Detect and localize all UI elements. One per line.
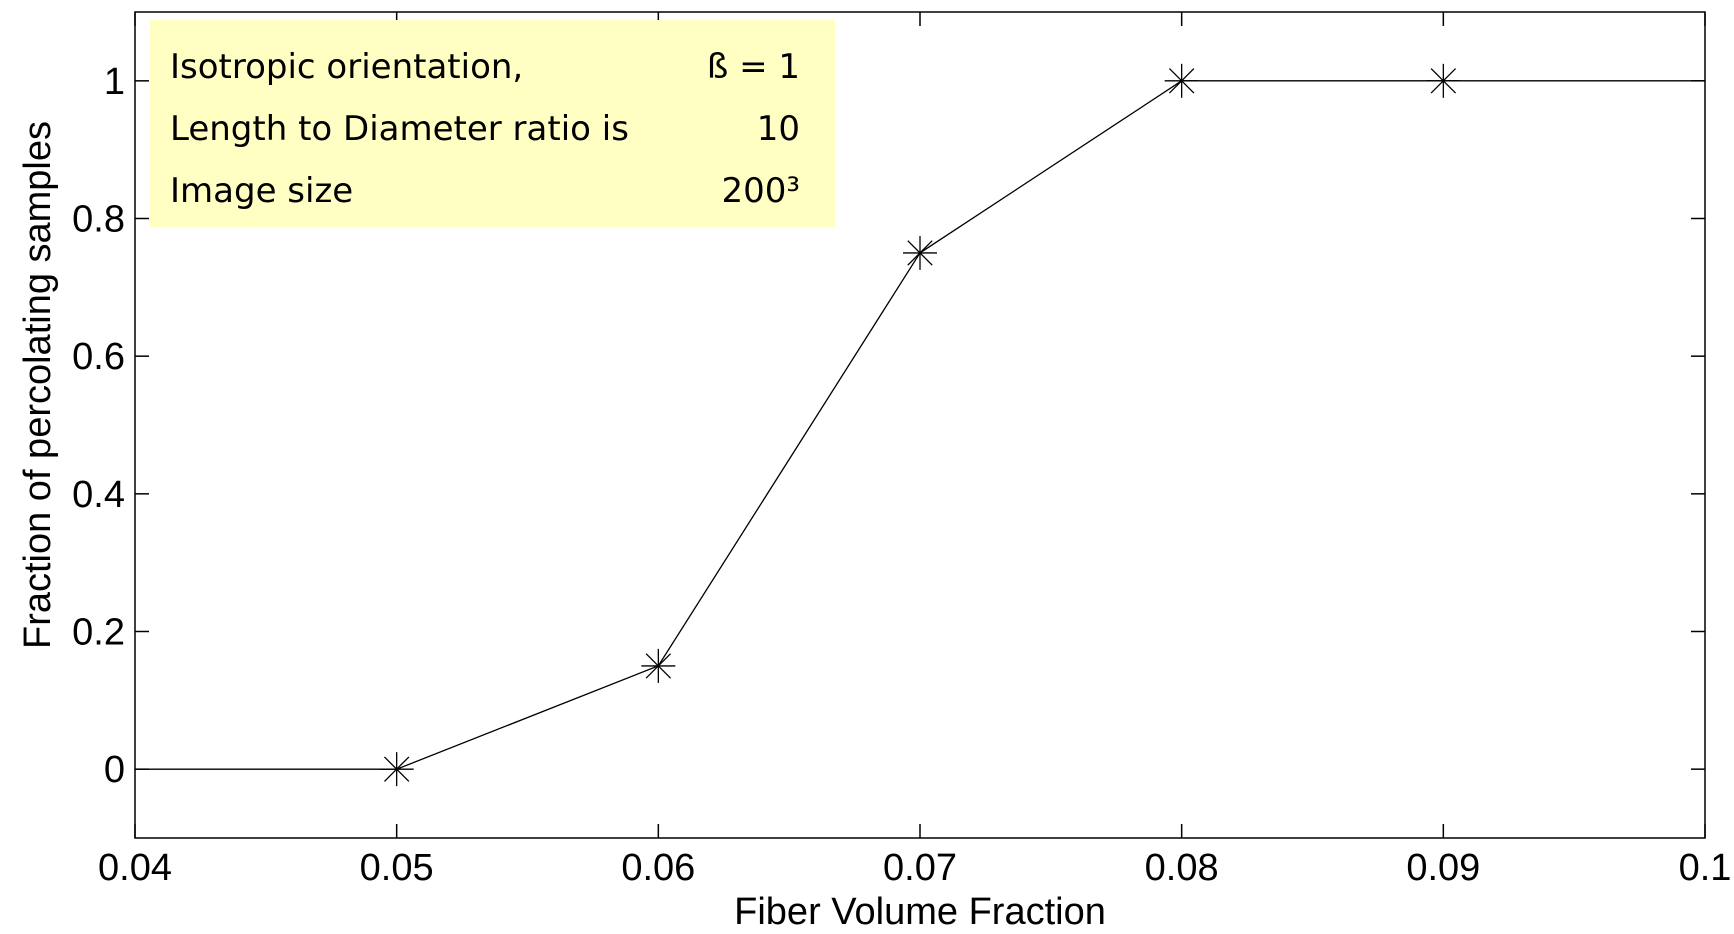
y-tick-label: 0.8 xyxy=(72,199,125,241)
x-tick-label: 0.1 xyxy=(1679,847,1732,889)
annotation-value-ratio: 10 xyxy=(757,109,800,149)
tick-labels: 0.04 0.05 0.06 0.07 0.08 0.09 0.1 0 0.2 0.4 0.6 0.8… xyxy=(72,61,1731,889)
y-axis-title: Fraction of percolating samples xyxy=(17,121,59,649)
data-point-marker xyxy=(1426,63,1461,98)
x-axis-title: Fiber Volume Fraction xyxy=(734,891,1106,929)
annotation-background xyxy=(150,20,835,227)
marker-stroke xyxy=(1430,68,1457,94)
x-tick-label: 0.08 xyxy=(1145,847,1219,889)
x-tick-label: 0.07 xyxy=(883,847,957,889)
y-tick-label: 0.2 xyxy=(72,612,125,654)
marker-stroke xyxy=(383,756,410,782)
x-tick-label: 0.09 xyxy=(1406,847,1480,889)
y-tick-label: 1 xyxy=(104,61,125,103)
data-point-marker xyxy=(903,235,937,270)
marker-stroke xyxy=(907,240,933,266)
annotation-value-image-size: 200³ xyxy=(721,171,800,211)
annotation-box: Isotropic orientation, ß = 1 Length to D… xyxy=(150,20,835,227)
x-tick-label: 0.04 xyxy=(98,847,172,889)
axis-ticks xyxy=(134,12,1706,838)
marker-stroke xyxy=(645,653,672,679)
x-tick-label: 0.06 xyxy=(621,847,695,889)
data-point-marker xyxy=(1164,63,1199,98)
annotation-label-ratio: Length to Diameter ratio is xyxy=(170,109,629,149)
y-tick-label: 0.4 xyxy=(72,474,125,516)
annotation-label-image-size: Image size xyxy=(170,171,353,211)
y-tick-label: 0.6 xyxy=(72,336,125,378)
annotation-label-orientation: Isotropic orientation, xyxy=(170,47,523,87)
data-point-marker xyxy=(379,752,414,787)
data-point-marker xyxy=(641,648,676,683)
y-tick-label: 0 xyxy=(104,749,125,791)
marker-stroke xyxy=(1168,68,1195,94)
annotation-value-orientation: ß = 1 xyxy=(707,47,800,87)
x-tick-label: 0.05 xyxy=(360,847,434,889)
markers-layer xyxy=(379,63,1461,787)
